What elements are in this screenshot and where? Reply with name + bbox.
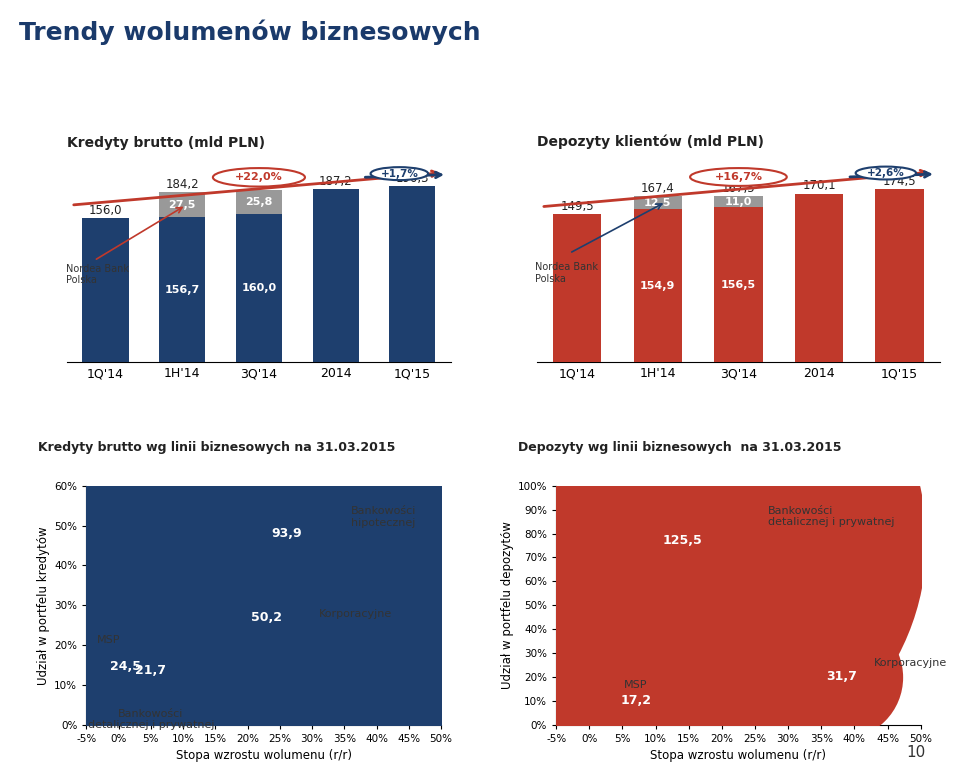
Text: 50,2: 50,2 [251, 611, 283, 624]
Text: Depozyty wg linii biznesowych  na 31.03.2015: Depozyty wg linii biznesowych na 31.03.2… [518, 441, 841, 454]
X-axis label: Stopa wzrostu wolumenu (r/r): Stopa wzrostu wolumenu (r/r) [650, 749, 827, 763]
Text: 10: 10 [906, 745, 925, 760]
Bar [876, 190, 924, 362]
Text: Kredyty brutto (mld PLN): Kredyty brutto (mld PLN) [67, 136, 266, 150]
X-axis label: Stopa wzrostu wolumenu (r/r): Stopa wzrostu wolumenu (r/r) [175, 749, 352, 763]
Text: +16,7%: +16,7% [714, 172, 762, 182]
Text: 93,9: 93,9 [271, 527, 302, 540]
Text: +22,0%: +22,0% [235, 173, 283, 182]
Text: 17,2: 17,2 [620, 695, 651, 707]
Bar [389, 187, 435, 362]
Text: 190,3: 190,3 [396, 172, 429, 185]
Text: 125,5: 125,5 [663, 534, 702, 547]
Ellipse shape [213, 168, 305, 187]
Bar [159, 217, 205, 362]
Text: Bankowości
detalicznej i prywatnej: Bankowości detalicznej i prywatnej [87, 709, 214, 730]
Text: 167,4: 167,4 [641, 182, 675, 195]
Bar [634, 197, 682, 209]
Text: 11,0: 11,0 [725, 197, 752, 207]
Text: Bankowości
detalicznej i prywatnej: Bankowości detalicznej i prywatnej [768, 506, 895, 527]
Text: Trendy wolumenów biznesowych: Trendy wolumenów biznesowych [19, 19, 480, 45]
Bar [236, 190, 282, 214]
Bar [159, 192, 205, 217]
Bar [714, 207, 762, 362]
Text: Nordea Bank
Polska: Nordea Bank Polska [65, 264, 129, 285]
Text: 25,8: 25,8 [246, 197, 272, 207]
Text: 160,0: 160,0 [242, 284, 276, 293]
Text: 12,5: 12,5 [644, 197, 671, 207]
Bar [714, 197, 762, 207]
Point [259, 611, 274, 623]
Text: MSP: MSP [97, 635, 121, 645]
Ellipse shape [855, 167, 916, 180]
Bar [82, 218, 129, 362]
Bar [553, 214, 601, 362]
Point [117, 661, 132, 673]
Y-axis label: Udział w portfelu depozytów: Udział w portfelu depozytów [501, 521, 513, 689]
Text: Kredyty brutto wg linii biznesowych na 31.03.2015: Kredyty brutto wg linii biznesowych na 3… [38, 441, 396, 454]
Text: MSP: MSP [624, 680, 647, 690]
Ellipse shape [690, 168, 786, 186]
Text: 21,7: 21,7 [135, 665, 166, 678]
Text: 149,5: 149,5 [560, 200, 595, 213]
Point [674, 534, 690, 547]
Point [833, 671, 849, 683]
Bar [795, 194, 843, 362]
Text: 156,0: 156,0 [89, 204, 122, 217]
Text: 185,8: 185,8 [243, 176, 275, 189]
Text: +1,7%: +1,7% [381, 169, 418, 179]
Text: 174,5: 174,5 [882, 175, 917, 188]
Text: 154,9: 154,9 [641, 281, 675, 291]
Point [628, 695, 643, 707]
Text: +2,6%: +2,6% [867, 168, 904, 178]
Ellipse shape [370, 167, 428, 180]
Text: 24,5: 24,5 [109, 661, 141, 674]
Text: 156,5: 156,5 [721, 280, 756, 290]
Text: 167,5: 167,5 [721, 182, 756, 195]
Point [143, 665, 158, 677]
Bar [634, 209, 682, 362]
Text: 170,1: 170,1 [802, 180, 836, 192]
Y-axis label: Udział w portfelu kredytów: Udział w portfelu kredytów [37, 526, 50, 685]
Text: 187,2: 187,2 [318, 175, 353, 188]
Point [279, 527, 294, 540]
Text: Depozyty klientów (mld PLN): Depozyty klientów (mld PLN) [537, 135, 764, 150]
Text: Bankowości
hipotecznej: Bankowości hipotecznej [351, 506, 416, 527]
Bar [313, 189, 359, 362]
Text: Korporacyjne: Korporacyjne [875, 658, 947, 668]
Text: 184,2: 184,2 [165, 177, 199, 190]
Text: 156,7: 156,7 [165, 284, 199, 295]
Text: Korporacyjne: Korporacyjne [318, 609, 392, 619]
Text: 31,7: 31,7 [826, 671, 856, 683]
Text: 27,5: 27,5 [169, 200, 196, 210]
Bar [236, 214, 282, 362]
Text: Nordea Bank
Polska: Nordea Bank Polska [535, 262, 598, 284]
